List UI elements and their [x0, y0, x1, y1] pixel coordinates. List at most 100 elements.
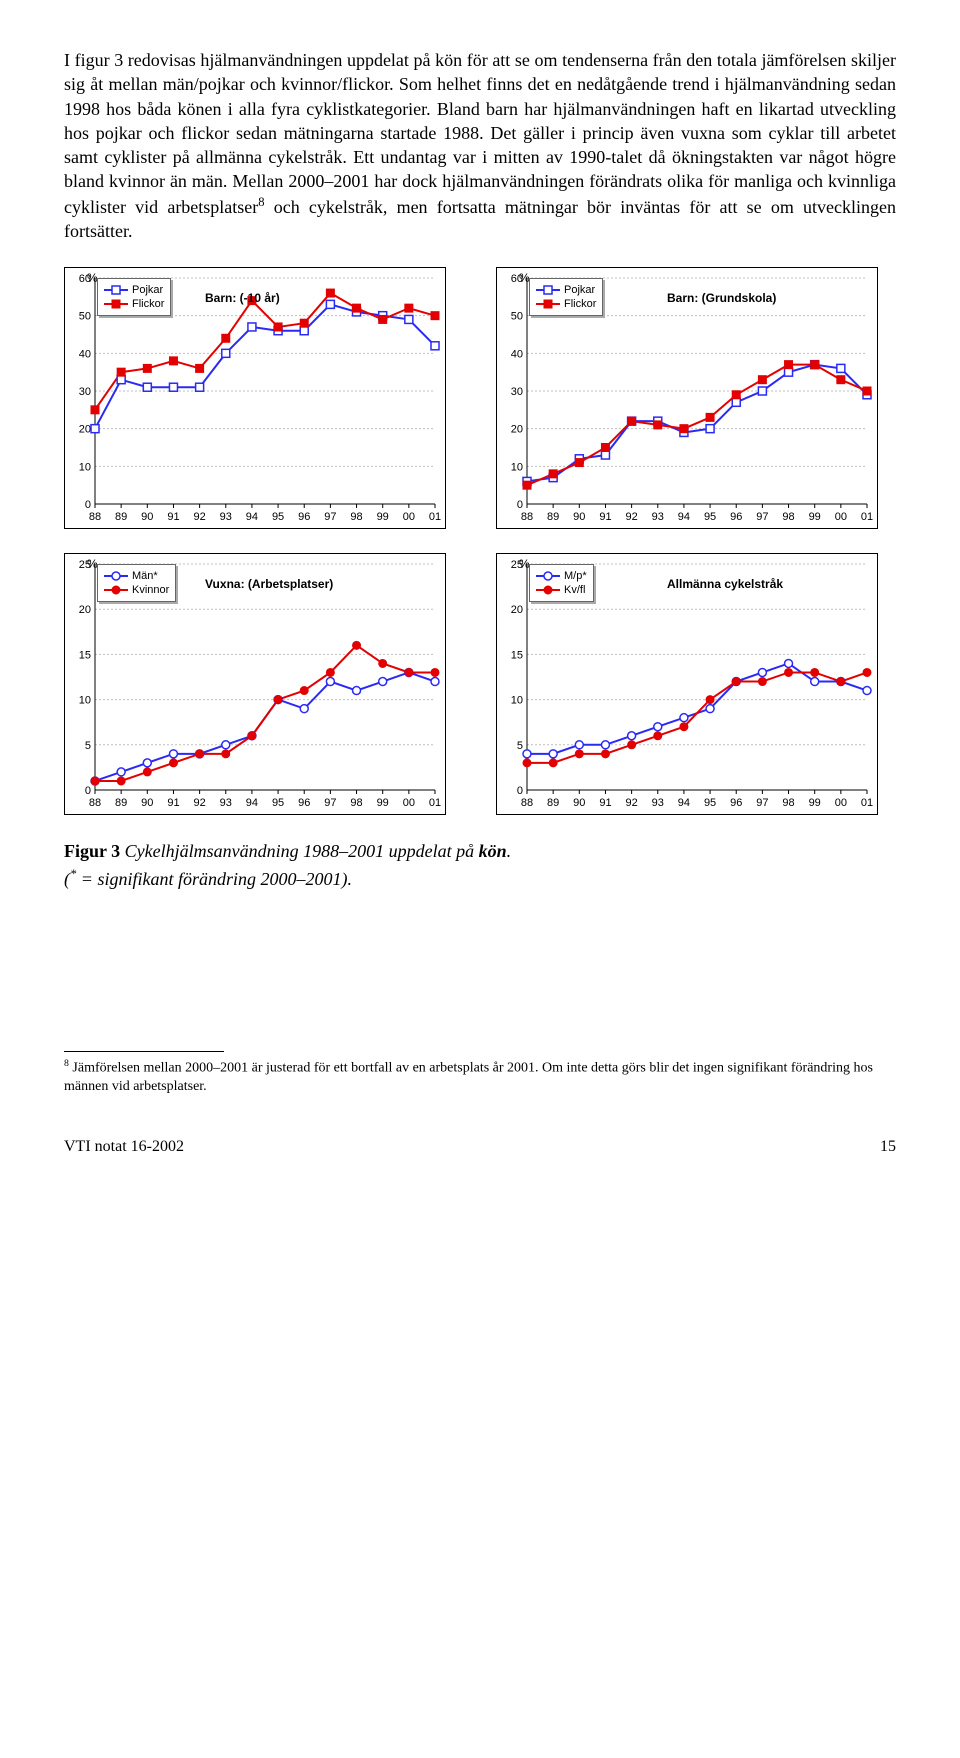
svg-text:88: 88: [521, 797, 533, 809]
legend-label: Flickor: [564, 297, 596, 311]
legend-row: Kv/fl: [536, 583, 587, 597]
caption-bold: kön: [479, 841, 507, 861]
svg-text:01: 01: [429, 797, 441, 809]
svg-text:93: 93: [220, 797, 232, 809]
chart-title: Barn: (-10 år): [205, 290, 280, 306]
legend-marker-icon: [104, 571, 128, 581]
svg-text:5: 5: [517, 740, 523, 752]
svg-text:99: 99: [377, 511, 389, 523]
svg-text:94: 94: [678, 511, 690, 523]
svg-text:98: 98: [350, 797, 362, 809]
svg-text:95: 95: [272, 511, 284, 523]
svg-text:97: 97: [324, 511, 336, 523]
svg-text:00: 00: [835, 797, 847, 809]
svg-text:94: 94: [678, 797, 690, 809]
chart-legend: PojkarFlickor: [529, 278, 603, 316]
svg-text:00: 00: [835, 511, 847, 523]
svg-text:99: 99: [809, 511, 821, 523]
svg-text:5: 5: [85, 740, 91, 752]
legend-label: Män*: [132, 569, 158, 583]
svg-text:88: 88: [521, 511, 533, 523]
svg-text:98: 98: [782, 797, 794, 809]
svg-text:94: 94: [246, 797, 258, 809]
svg-text:89: 89: [115, 511, 127, 523]
footer-right: 15: [880, 1136, 896, 1158]
svg-text:50: 50: [511, 311, 523, 323]
para-text: I figur 3 redovisas hjälmanvändningen up…: [64, 50, 896, 217]
svg-text:96: 96: [730, 511, 742, 523]
legend-row: Män*: [104, 569, 169, 583]
svg-text:20: 20: [511, 605, 523, 617]
svg-text:30: 30: [79, 386, 91, 398]
svg-text:92: 92: [625, 511, 637, 523]
svg-text:30: 30: [511, 386, 523, 398]
chart-allmanna-cykelstrak: 05101520258889909192939495969798990001%M…: [496, 553, 878, 815]
svg-text:20: 20: [79, 605, 91, 617]
legend-marker-icon: [536, 285, 560, 295]
footnote-separator: [64, 1051, 224, 1052]
legend-label: M/p*: [564, 569, 587, 583]
figure-caption: Figur 3 Cykelhjälmsanvändning 1988–2001 …: [64, 839, 896, 863]
chart-barn-10: 0102030405060888990919293949596979899000…: [64, 267, 446, 529]
svg-text:91: 91: [599, 797, 611, 809]
svg-text:96: 96: [298, 511, 310, 523]
caption-body: Cykelhjälmsanvändning 1988–2001 uppdelat…: [120, 841, 478, 861]
legend-row: Flickor: [104, 297, 164, 311]
svg-text:95: 95: [272, 797, 284, 809]
svg-text:15: 15: [79, 650, 91, 662]
svg-text:15: 15: [511, 650, 523, 662]
legend-marker-icon: [104, 585, 128, 595]
svg-text:95: 95: [704, 797, 716, 809]
svg-text:0: 0: [517, 499, 523, 511]
legend-row: Pojkar: [104, 283, 164, 297]
svg-text:20: 20: [511, 424, 523, 436]
svg-text:90: 90: [573, 511, 585, 523]
svg-text:96: 96: [298, 797, 310, 809]
footnote: 8 Jämförelsen mellan 2000–2001 är juster…: [64, 1058, 896, 1096]
legend-row: M/p*: [536, 569, 587, 583]
page-footer: VTI notat 16-2002 15: [64, 1136, 896, 1158]
legend-marker-icon: [536, 585, 560, 595]
svg-text:10: 10: [79, 462, 91, 474]
chart-barn-grundskola: 0102030405060888990919293949596979899000…: [496, 267, 878, 529]
svg-text:93: 93: [652, 511, 664, 523]
legend-marker-icon: [104, 285, 128, 295]
legend-label: Pojkar: [564, 283, 595, 297]
footer-left: VTI notat 16-2002: [64, 1136, 184, 1158]
svg-text:94: 94: [246, 511, 258, 523]
svg-text:91: 91: [167, 797, 179, 809]
svg-text:88: 88: [89, 511, 101, 523]
body-paragraph: I figur 3 redovisas hjälmanvändningen up…: [64, 48, 896, 243]
svg-text:20: 20: [79, 424, 91, 436]
svg-text:89: 89: [115, 797, 127, 809]
legend-label: Kvinnor: [132, 583, 169, 597]
svg-text:99: 99: [809, 797, 821, 809]
chart-vuxna-arbetsplatser: 05101520258889909192939495969798990001%M…: [64, 553, 446, 815]
svg-text:97: 97: [324, 797, 336, 809]
chart-legend: Män*Kvinnor: [97, 564, 176, 602]
legend-row: Flickor: [536, 297, 596, 311]
svg-text:0: 0: [85, 499, 91, 511]
legend-marker-icon: [536, 571, 560, 581]
charts-grid: 0102030405060888990919293949596979899000…: [64, 267, 896, 815]
svg-text:90: 90: [141, 511, 153, 523]
svg-text:98: 98: [782, 511, 794, 523]
svg-text:10: 10: [511, 462, 523, 474]
svg-text:00: 00: [403, 511, 415, 523]
svg-text:92: 92: [625, 797, 637, 809]
svg-text:89: 89: [547, 511, 559, 523]
svg-text:01: 01: [429, 511, 441, 523]
svg-text:0: 0: [85, 785, 91, 797]
footnote-text: Jämförelsen mellan 2000–2001 är justerad…: [64, 1061, 873, 1094]
legend-row: Kvinnor: [104, 583, 169, 597]
svg-text:93: 93: [652, 797, 664, 809]
svg-text:97: 97: [756, 797, 768, 809]
svg-text:89: 89: [547, 797, 559, 809]
svg-text:0: 0: [517, 785, 523, 797]
caption-dot: .: [507, 841, 512, 861]
svg-text:96: 96: [730, 797, 742, 809]
chart-title: Barn: (Grundskola): [667, 290, 776, 306]
svg-text:92: 92: [193, 797, 205, 809]
svg-text:10: 10: [511, 695, 523, 707]
legend-label: Pojkar: [132, 283, 163, 297]
